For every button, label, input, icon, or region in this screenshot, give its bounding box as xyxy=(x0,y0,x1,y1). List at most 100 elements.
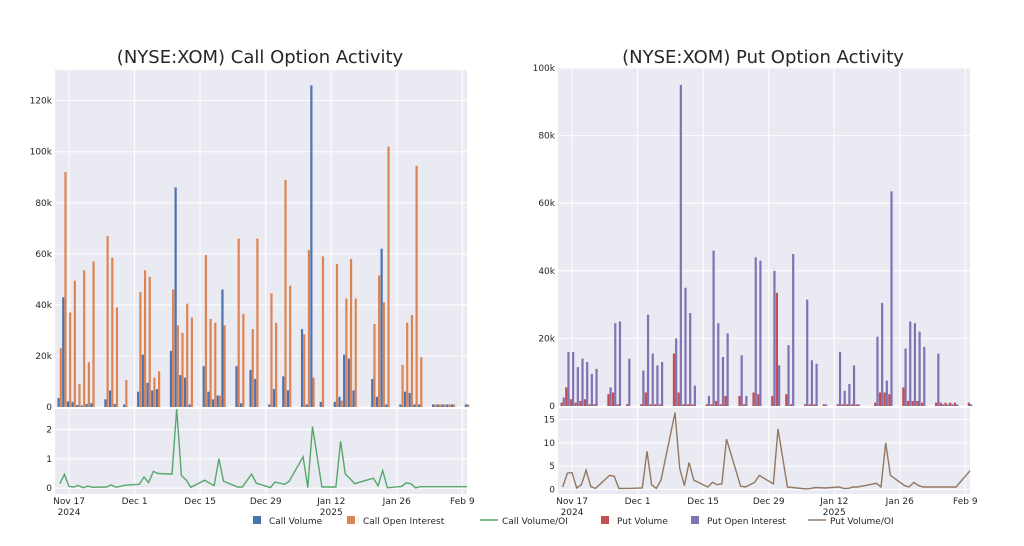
call-open-interest-bar xyxy=(401,364,404,407)
legend-swatch xyxy=(691,516,699,524)
put-open-interest-bar xyxy=(970,404,973,406)
put-open-interest-bar xyxy=(646,314,650,406)
call-volume-bar xyxy=(338,396,341,407)
y-tick-label: 0 xyxy=(46,484,52,494)
put-volume-bar xyxy=(822,404,825,406)
call-volume-bar xyxy=(108,390,112,407)
put-open-interest-bar xyxy=(806,299,809,406)
call-open-interest-bar xyxy=(284,179,287,407)
put-open-interest-bar xyxy=(815,363,818,406)
call-volume-bar xyxy=(240,403,243,407)
legend-label: Call Open Interest xyxy=(363,517,445,527)
call-volume-bar xyxy=(249,369,252,407)
put-volume-bar xyxy=(911,400,914,406)
put-volume-bar xyxy=(906,400,910,406)
x-tick-label: Feb 9 xyxy=(953,497,978,507)
call-open-interest-bar xyxy=(251,329,254,407)
call-volume-bar xyxy=(446,404,449,407)
call-volume-bar xyxy=(343,354,346,407)
call-open-interest-bar xyxy=(209,318,212,407)
call-volume-bar xyxy=(169,350,173,407)
call-open-interest-bar xyxy=(242,313,245,407)
legend-label: Put Open Interest xyxy=(707,517,786,527)
put-bar-plot-area xyxy=(558,68,970,406)
call-volume-bar xyxy=(90,403,93,407)
call-open-interest-bar xyxy=(115,307,119,407)
call-open-interest-bar xyxy=(340,400,343,407)
call-open-interest-bar xyxy=(158,371,161,407)
put-open-interest-bar xyxy=(656,365,659,406)
call-open-interest-bar xyxy=(83,270,86,407)
put-volume-bar xyxy=(626,404,629,406)
x-tick-label: Jan 26 xyxy=(885,497,914,507)
x-tick-year-label: 2024 xyxy=(58,508,81,518)
x-tick-label: Dec 15 xyxy=(184,497,216,507)
call-volume-bar xyxy=(221,289,224,407)
put-volume-bar xyxy=(719,404,722,406)
put-volume-bar xyxy=(757,394,760,406)
call-volume-bar xyxy=(436,404,439,407)
put-open-interest-bar xyxy=(581,358,584,406)
call-volume-bar xyxy=(85,403,88,407)
call-volume-bar xyxy=(371,378,374,407)
call-volume-bar xyxy=(235,366,238,407)
call-volume-bar xyxy=(310,85,313,408)
put-volume-bar xyxy=(874,402,877,406)
call-volume-bar xyxy=(268,404,271,407)
call-open-interest-bar xyxy=(448,404,451,407)
put-volume-bar xyxy=(654,404,657,406)
call-volume-bar xyxy=(188,404,191,407)
x-tick-label: Dec 1 xyxy=(122,497,148,507)
call-open-interest-bar xyxy=(434,404,437,407)
put-volume-bar xyxy=(916,400,919,406)
call-open-interest-bar xyxy=(438,404,442,407)
put-volume-bar xyxy=(724,395,727,406)
put-open-interest-bar xyxy=(572,351,575,406)
call-volume-bar xyxy=(62,297,65,407)
put-volume-bar xyxy=(846,404,849,406)
y-tick-label: 0 xyxy=(46,403,52,413)
call-open-interest-bar xyxy=(78,384,81,407)
y-tick-label: 5 xyxy=(549,462,555,472)
call-open-interest-bar xyxy=(406,322,409,407)
put-volume-bar xyxy=(593,404,596,406)
call-open-interest-bar xyxy=(270,293,273,407)
put-chart-title: (NYSE:XOM) Put Option Activity xyxy=(622,47,904,68)
put-open-interest-bar xyxy=(941,404,945,406)
call-volume-bar xyxy=(417,404,421,407)
call-volume-bar xyxy=(179,375,182,407)
put-open-interest-bar xyxy=(754,257,757,406)
put-volume-bar xyxy=(888,394,891,406)
put-volume-bar xyxy=(560,402,563,406)
call-open-interest-bar xyxy=(420,357,423,407)
call-open-interest-bar xyxy=(143,270,147,407)
put-volume-bar xyxy=(850,404,853,406)
call-volume-bar xyxy=(352,390,355,407)
put-volume-bar xyxy=(935,402,938,406)
call-open-interest-bar xyxy=(69,312,72,407)
put-volume-bar xyxy=(953,402,956,406)
call-open-interest-bar xyxy=(335,264,339,407)
put-volume-bar xyxy=(789,404,793,406)
x-tick-label: Jan 26 xyxy=(382,497,411,507)
call-volume-bar xyxy=(333,401,336,407)
call-open-interest-bar xyxy=(87,362,90,407)
put-open-interest-bar xyxy=(689,313,692,406)
call-ratio-plot-area xyxy=(55,409,467,494)
put-open-interest-bar xyxy=(937,353,940,406)
call-volume-bar xyxy=(300,329,304,407)
call-open-interest-bar xyxy=(415,165,418,407)
call-open-interest-bar xyxy=(218,395,222,407)
x-tick-label: Feb 9 xyxy=(450,497,475,507)
put-open-interest-bar xyxy=(759,260,762,406)
put-volume-bar xyxy=(682,404,685,406)
call-open-interest-bar xyxy=(452,404,456,407)
call-volume-bar xyxy=(347,358,350,407)
put-volume-bar xyxy=(813,404,816,406)
call-volume-bar xyxy=(151,390,154,407)
call-volume-bar xyxy=(183,377,187,407)
put-volume-bar xyxy=(686,404,690,406)
put-open-interest-bar xyxy=(712,250,715,406)
